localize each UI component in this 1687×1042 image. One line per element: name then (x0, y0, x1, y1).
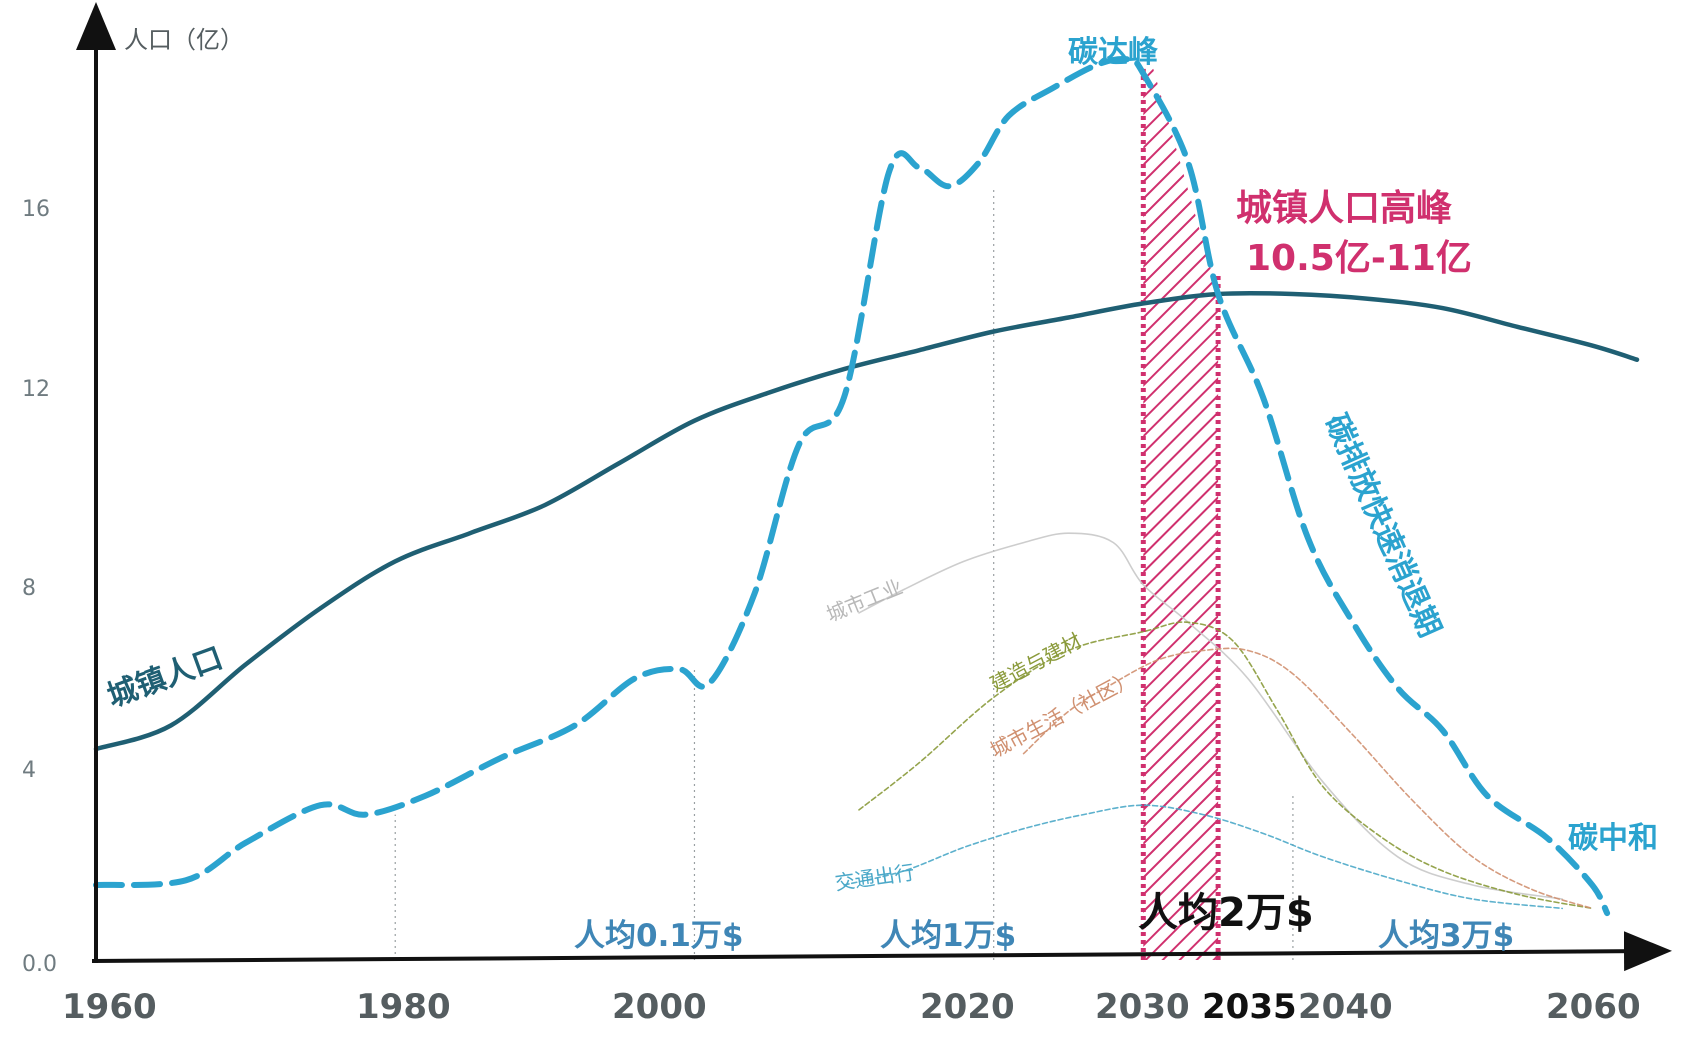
series-line-0 (93, 290, 1640, 752)
annotation-income-3: 人均3万$ (1378, 918, 1514, 954)
x-tick-label: 2040 (1298, 987, 1393, 1027)
x-axis (91, 931, 1672, 972)
annotation-carbon-neutral: 碳中和 (1568, 821, 1658, 856)
x-tick-label: 2035 (1202, 987, 1297, 1027)
annotation-income-01: 人均0.1万$ (574, 918, 744, 954)
series-line-5 (843, 804, 1563, 910)
band-label-line-1: 城镇人口高峰 (1236, 188, 1452, 229)
x-tick-label: 2020 (920, 987, 1015, 1027)
band-label-line-2: 10.5亿-11亿 (1246, 238, 1472, 279)
x-tick-label: 1980 (356, 987, 451, 1027)
y-tick-label: 16 (22, 197, 50, 222)
x-tick-label: 2030 (1095, 987, 1190, 1027)
annotation-carbon-peak: 碳达峰 (1068, 35, 1158, 70)
y-tick-labels: 0.0 4 8 12 16 (22, 197, 57, 977)
y-tick-label: 8 (22, 576, 36, 601)
series-layer (93, 55, 1640, 917)
annotation-income-1: 人均1万$ (880, 918, 1016, 954)
series-line-4 (1022, 647, 1593, 910)
annotation-urban-population: 城镇人口 (103, 641, 228, 715)
series-line-2 (858, 532, 1563, 900)
series-label-transport: 交通出行 (833, 860, 916, 895)
x-tick-label: 2060 (1546, 987, 1641, 1027)
annotation-decline: 碳排放快速消退期 (1318, 409, 1448, 642)
series-label-construction: 建造与建材 (986, 628, 1086, 696)
x-tick-label: 2000 (612, 987, 707, 1027)
y-axis-label: 人口（亿） (124, 26, 244, 54)
highlight-band-lower (1145, 294, 1217, 960)
y-tick-label: 4 (22, 758, 36, 783)
series-line-1 (93, 55, 1611, 917)
annotation-income-2: 人均2万$ (1138, 890, 1314, 936)
series-line-3 (858, 621, 1593, 910)
y-tick-label: 12 (22, 377, 50, 402)
x-tick-label: 1960 (62, 987, 157, 1027)
y-tick-label: 0.0 (22, 952, 57, 977)
reference-lines (394, 186, 1294, 960)
series-label-industry: 城市工业 (823, 574, 906, 626)
x-tick-labels: 1960 1980 2000 2020 2030 2035 2040 2060 (62, 987, 1641, 1027)
highlight-band (1140, 68, 1221, 960)
